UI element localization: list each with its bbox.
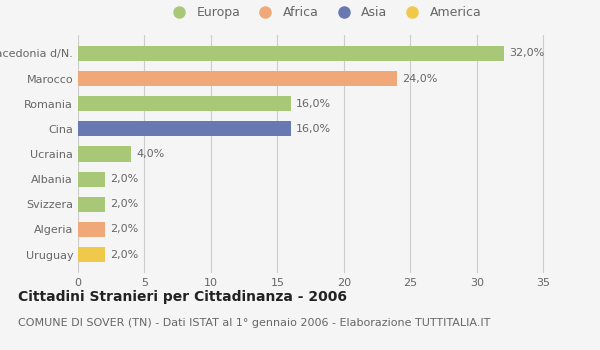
Bar [78, 96, 291, 111]
Bar [78, 146, 131, 162]
Bar [78, 46, 503, 61]
Bar [78, 121, 291, 136]
Bar [78, 197, 104, 212]
Bar [78, 172, 104, 187]
Text: 16,0%: 16,0% [296, 124, 331, 134]
Text: 2,0%: 2,0% [110, 224, 138, 234]
Legend: Europa, Africa, Asia, America: Europa, Africa, Asia, America [161, 1, 487, 24]
Text: 2,0%: 2,0% [110, 250, 138, 260]
Text: 2,0%: 2,0% [110, 199, 138, 209]
Text: 16,0%: 16,0% [296, 99, 331, 109]
Text: 32,0%: 32,0% [509, 48, 544, 58]
Text: Cittadini Stranieri per Cittadinanza - 2006: Cittadini Stranieri per Cittadinanza - 2… [18, 290, 347, 304]
Bar [78, 71, 397, 86]
Text: 24,0%: 24,0% [403, 74, 438, 84]
Text: COMUNE DI SOVER (TN) - Dati ISTAT al 1° gennaio 2006 - Elaborazione TUTTITALIA.I: COMUNE DI SOVER (TN) - Dati ISTAT al 1° … [18, 318, 490, 329]
Bar [78, 222, 104, 237]
Text: 2,0%: 2,0% [110, 174, 138, 184]
Bar [78, 247, 104, 262]
Text: 4,0%: 4,0% [137, 149, 165, 159]
